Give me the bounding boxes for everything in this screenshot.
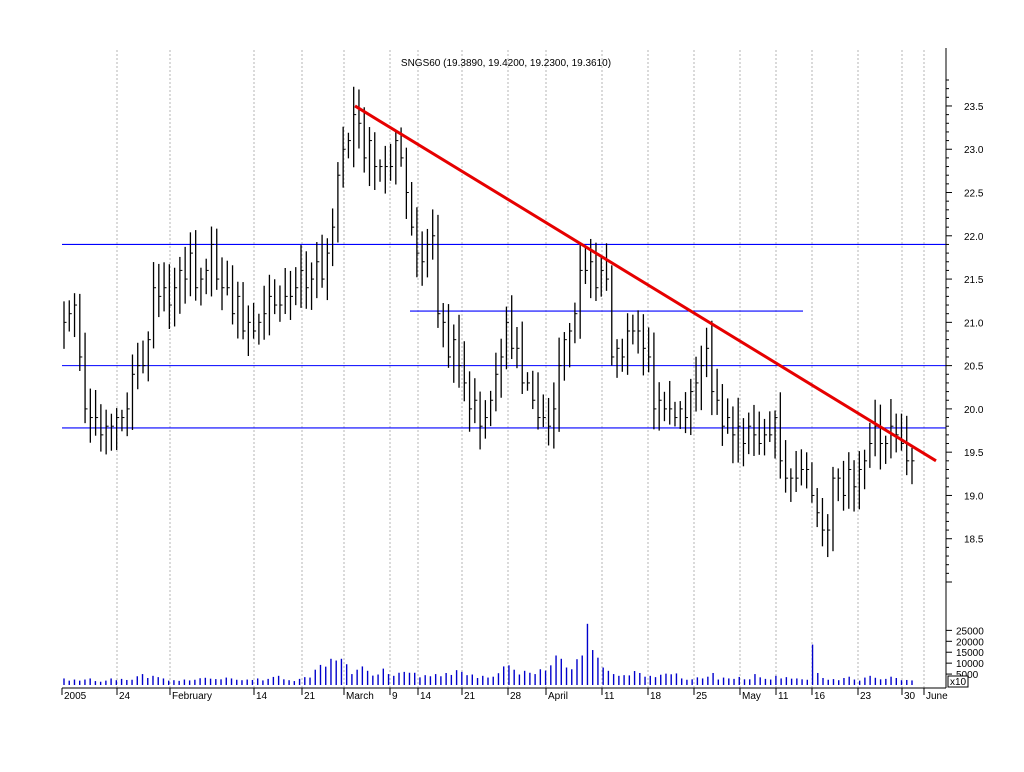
x-tick-label: 30 <box>904 691 916 702</box>
price-series <box>63 86 915 558</box>
x-tick-label: April <box>548 691 568 702</box>
x-tick-label: 21 <box>304 691 316 702</box>
y-tick-label: 20.5 <box>964 362 984 373</box>
volume-multiplier-label: x10 <box>950 677 967 688</box>
x-tick-label: 11 <box>604 691 615 702</box>
x-tick-label: 9 <box>392 691 398 702</box>
x-tick-label: March <box>346 691 374 702</box>
axes: 2005 24 February 14 21 March 9 14 21 28 April 11 18 2… <box>61 48 984 702</box>
x-tick-label: 2005 <box>64 691 87 702</box>
x-tick-label: 25 <box>696 691 708 702</box>
x-tick-label: 21 <box>464 691 476 702</box>
y-tick-label: 19.0 <box>964 491 984 502</box>
x-tick-label: 28 <box>510 691 522 702</box>
volume-tick-label: 10000 <box>956 659 984 670</box>
support-resistance-lines <box>62 243 946 429</box>
trendline <box>354 104 937 463</box>
x-tick-label: May <box>742 691 761 702</box>
y-tick-label: 21.5 <box>964 275 984 286</box>
x-tick-label: 24 <box>119 691 131 702</box>
x-tick-label: 16 <box>814 691 826 702</box>
trendline-group <box>354 104 937 463</box>
y-tick-label: 21.0 <box>964 318 984 329</box>
y-tick-label: 20.0 <box>964 405 984 416</box>
vertical-gridlines <box>116 50 925 688</box>
volume-tick-label: 15000 <box>956 648 984 659</box>
y-tick-label: 22.0 <box>964 232 984 243</box>
volume-series <box>63 623 913 685</box>
x-tick-label: February <box>172 691 212 702</box>
x-tick-label: 23 <box>860 691 872 702</box>
y-tick-label: 19.5 <box>964 448 984 459</box>
volume-multiplier-box <box>947 675 969 688</box>
x-tick-label: 14 <box>256 691 268 702</box>
x-tick-label: 11 <box>778 691 789 702</box>
volume-tick-label: 25000 <box>956 626 984 637</box>
y-tick-label: 22.5 <box>964 189 984 200</box>
x-tick-label: June <box>926 691 948 702</box>
x-tick-label: 14 <box>420 691 432 702</box>
chart-title: SNGS60 (19.3890, 19.4200, 19.2300, 19.36… <box>401 58 611 69</box>
y-tick-label: 18.5 <box>964 535 984 546</box>
y-tick-label: 23.5 <box>964 102 984 113</box>
volume-tick-label: 20000 <box>956 637 984 648</box>
y-tick-label: 23.0 <box>964 145 984 156</box>
x-tick-label: 18 <box>650 691 662 702</box>
